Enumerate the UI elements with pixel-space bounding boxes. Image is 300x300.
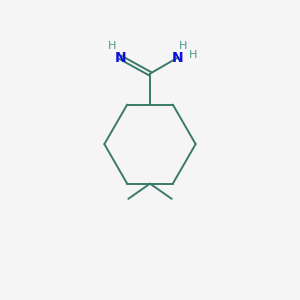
Text: N: N (115, 51, 126, 65)
Text: N: N (172, 51, 184, 65)
Text: H: H (108, 41, 116, 51)
Text: H: H (179, 41, 188, 51)
Text: H: H (189, 50, 197, 59)
